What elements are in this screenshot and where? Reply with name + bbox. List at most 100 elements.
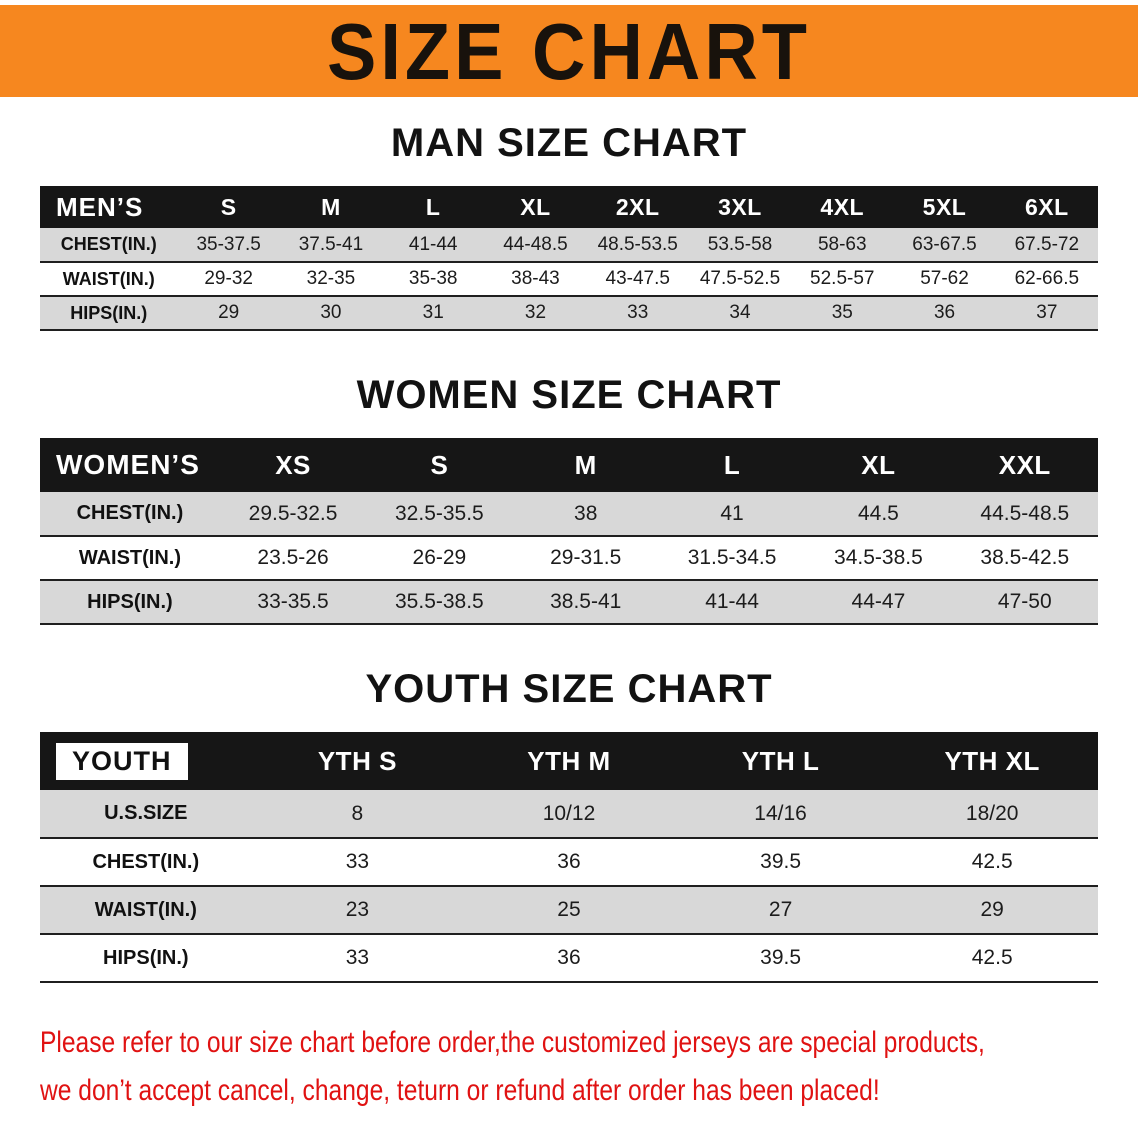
measurement-row-label: CHEST(IN.) xyxy=(76,502,184,524)
size-column-header: 2XL xyxy=(586,186,689,228)
title-banner: SIZE CHART xyxy=(0,5,1138,97)
size-table-header-row: MEN’S S M L XL 2XL 3XL 4XL 5XL 6XL xyxy=(40,186,1098,228)
measurement-row-label: WAIST(IN.) xyxy=(78,546,182,569)
size-value-cell: 35 xyxy=(831,302,853,323)
size-value-cell: 35-37.5 xyxy=(196,233,261,255)
table-title-cell: WOMEN’S xyxy=(40,438,220,492)
size-value-cell: 43-47.5 xyxy=(605,268,670,289)
size-column-header: XS xyxy=(219,438,367,492)
size-value-cell: 42.5 xyxy=(971,946,1013,969)
size-table-row: WAIST(IN.) 29-32 32-35 35-38 38-43 43-47.5 47.… xyxy=(40,262,1098,296)
size-value-cell: 36 xyxy=(557,946,581,969)
size-column-header: 4XL xyxy=(791,186,894,228)
size-value-cell: 47.5-52.5 xyxy=(699,268,781,289)
size-value-cell: 37.5-41 xyxy=(298,233,364,255)
size-value-cell: 25 xyxy=(557,898,581,921)
measurement-row-label: CHEST(IN.) xyxy=(60,234,157,254)
size-column-header: YTH M xyxy=(463,732,675,790)
size-value-cell: 29 xyxy=(218,302,240,323)
size-value-cell: 29.5-32.5 xyxy=(248,501,338,525)
size-value-cell: 41-44 xyxy=(705,590,759,613)
size-value-cell: 36 xyxy=(557,850,581,873)
youth-size-table: YOUTH YTH S YTH M YTH L YTH XL U.S.SIZE 8 10/12… xyxy=(40,732,1098,983)
size-value-cell: 38.5-41 xyxy=(550,590,622,613)
size-value-cell: 57-62 xyxy=(920,268,969,289)
size-value-cell: 18/20 xyxy=(965,801,1019,825)
size-value-cell: 42.5 xyxy=(971,850,1013,873)
size-table-row: HIPS(IN.) 29 30 31 32 33 34 35 36 37 xyxy=(40,296,1098,330)
measurement-row-label: WAIST(IN.) xyxy=(94,898,197,921)
size-value-cell: 8 xyxy=(351,801,364,825)
size-column-header: XL xyxy=(805,438,952,492)
size-value-cell: 36 xyxy=(933,302,956,323)
size-value-cell: 48.5-53.5 xyxy=(597,233,678,255)
size-value-cell: 38.5-42.5 xyxy=(980,546,1070,569)
size-value-cell: 62-66.5 xyxy=(1014,268,1080,289)
size-table-row: HIPS(IN.) 33 36 39.5 42.5 xyxy=(40,934,1098,982)
size-value-cell: 38 xyxy=(574,501,598,525)
size-value-cell: 44-48.5 xyxy=(503,233,568,255)
size-value-cell: 32-35 xyxy=(306,268,356,289)
size-value-cell: 27 xyxy=(768,898,793,921)
size-value-cell: 34.5-38.5 xyxy=(834,546,923,569)
disclaimer: Please refer to our size chart before or… xyxy=(40,1019,1138,1115)
size-table-row: CHEST(IN.) 35-37.5 37.5-41 41-44 44-48.5 48.5… xyxy=(40,228,1098,262)
measurement-row-label: CHEST(IN.) xyxy=(92,850,200,873)
size-table-header-row: WOMEN’S XS S M L XL XXL xyxy=(40,438,1098,492)
size-value-cell: 67.5-72 xyxy=(1014,233,1080,255)
size-value-cell: 32.5-35.5 xyxy=(395,501,484,525)
table-title-cell: MEN’S xyxy=(40,186,178,228)
size-value-cell: 34 xyxy=(729,302,751,323)
table-title-cell: YOUTH xyxy=(40,732,252,790)
men-size-chart-section: MAN SIZE CHART MEN’S S M L XL 2XL 3XL 4XL 5XL 6XL… xyxy=(0,121,1138,331)
size-value-cell: 33-35.5 xyxy=(257,590,329,613)
size-chart-page: SIZE CHART MAN SIZE CHART MEN’S S M L XL 2XL 3… xyxy=(0,5,1138,1115)
disclaimer-line-2: we don’t accept cancel, change, teturn o… xyxy=(40,1074,880,1107)
size-column-header: L xyxy=(382,186,485,228)
size-value-cell: 35-38 xyxy=(408,268,458,289)
size-table-row: CHEST(IN.) 29.5-32.5 32.5-35.5 38 41 44.5 44.5… xyxy=(40,492,1098,536)
size-value-cell: 39.5 xyxy=(760,850,802,873)
size-value-cell: 58-63 xyxy=(817,233,867,255)
size-value-cell: 44-47 xyxy=(851,590,906,613)
size-column-header: S xyxy=(177,186,280,228)
measurement-row-label: WAIST(IN.) xyxy=(62,268,155,289)
size-value-cell: 29-32 xyxy=(204,268,253,289)
men-section-heading: MAN SIZE CHART xyxy=(390,121,748,165)
size-column-header: XL xyxy=(484,186,587,228)
size-value-cell: 33 xyxy=(345,850,370,873)
size-column-header: XXL xyxy=(951,438,1098,492)
measurement-row-label: HIPS(IN.) xyxy=(70,302,148,323)
size-value-cell: 37 xyxy=(1036,302,1058,323)
size-value-cell: 10/12 xyxy=(542,801,596,825)
size-table-row: WAIST(IN.) 23 25 27 29 xyxy=(40,886,1098,934)
size-value-cell: 23.5-26 xyxy=(257,546,329,569)
size-value-cell: 32 xyxy=(524,302,547,323)
size-column-header: YTH XL xyxy=(886,732,1098,790)
size-value-cell: 33 xyxy=(345,946,370,969)
size-value-cell: 33 xyxy=(627,302,649,323)
size-table-row: HIPS(IN.) 33-35.5 35.5-38.5 38.5-41 41-44 44-… xyxy=(40,580,1098,624)
size-value-cell: 31 xyxy=(422,302,444,323)
size-value-cell: 52.5-57 xyxy=(810,268,875,289)
size-value-cell: 26-29 xyxy=(412,546,467,569)
table-title-label: MEN’S xyxy=(56,191,144,222)
size-value-cell: 35.5-38.5 xyxy=(395,590,484,613)
table-title-label: YOUTH xyxy=(56,742,188,780)
size-column-header: 5XL xyxy=(893,186,996,228)
disclaimer-line-1: Please refer to our size chart before or… xyxy=(40,1026,985,1059)
measurement-row-label: HIPS(IN.) xyxy=(87,590,173,613)
youth-size-chart-section: YOUTH SIZE CHART YOUTH YTH S YTH M YTH L YTH… xyxy=(0,667,1138,983)
size-value-cell: 30 xyxy=(320,302,342,323)
size-column-header: M xyxy=(512,438,659,492)
size-column-header: 3XL xyxy=(688,186,792,228)
women-section-heading: WOMEN SIZE CHART xyxy=(356,373,782,417)
size-table-row: WAIST(IN.) 23.5-26 26-29 29-31.5 31.5-34.5 34… xyxy=(40,536,1098,580)
measurement-row-label: HIPS(IN.) xyxy=(103,946,189,969)
size-table-header-row: YOUTH YTH S YTH M YTH L YTH XL xyxy=(40,732,1098,790)
size-value-cell: 38-43 xyxy=(511,268,560,289)
size-column-header: L xyxy=(658,438,806,492)
size-table-row: CHEST(IN.) 33 36 39.5 42.5 xyxy=(40,838,1098,886)
size-value-cell: 41-44 xyxy=(408,233,458,255)
men-size-table: MEN’S S M L XL 2XL 3XL 4XL 5XL 6XL CHEST(IN.) 35-37… xyxy=(40,186,1098,331)
